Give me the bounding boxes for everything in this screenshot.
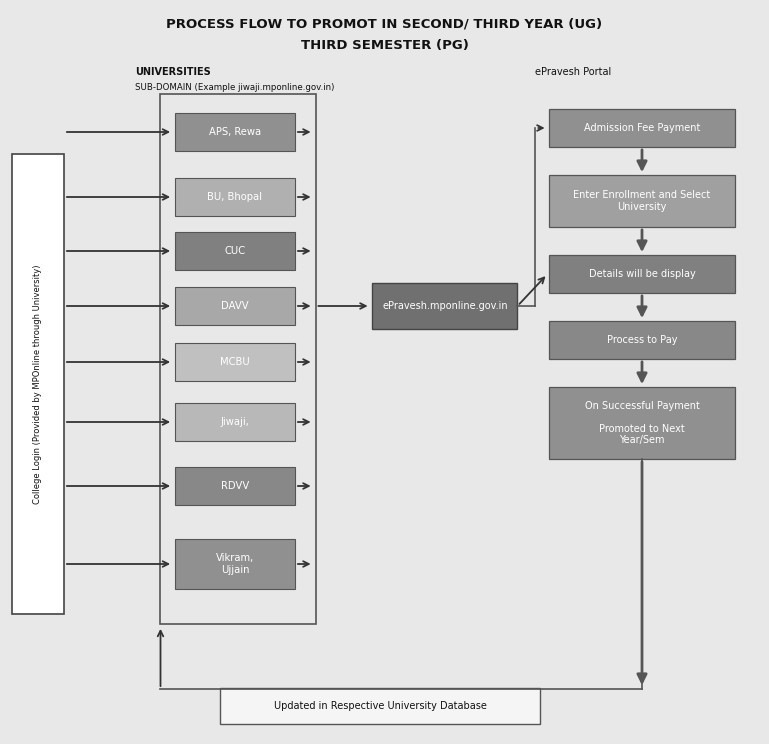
Text: CUC: CUC [225, 246, 245, 256]
FancyBboxPatch shape [175, 467, 295, 505]
Text: PROCESS FLOW TO PROMOT IN SECOND/ THIRD YEAR (UG): PROCESS FLOW TO PROMOT IN SECOND/ THIRD … [166, 18, 603, 31]
Text: Process to Pay: Process to Pay [607, 335, 677, 345]
FancyBboxPatch shape [220, 688, 540, 724]
Text: DAVV: DAVV [221, 301, 249, 311]
FancyBboxPatch shape [550, 321, 734, 359]
FancyBboxPatch shape [175, 343, 295, 381]
FancyBboxPatch shape [175, 403, 295, 441]
Text: BU, Bhopal: BU, Bhopal [208, 192, 262, 202]
Text: APS, Rewa: APS, Rewa [209, 127, 261, 137]
FancyBboxPatch shape [175, 232, 295, 270]
Text: UNIVERSITIES: UNIVERSITIES [135, 67, 211, 77]
Text: College Login (Provided by MPOnline through University): College Login (Provided by MPOnline thro… [34, 264, 42, 504]
FancyBboxPatch shape [372, 283, 518, 329]
FancyBboxPatch shape [12, 154, 64, 614]
FancyBboxPatch shape [175, 287, 295, 325]
Text: Updated in Respective University Database: Updated in Respective University Databas… [274, 701, 487, 711]
FancyBboxPatch shape [550, 387, 734, 459]
Text: Vikram,
Ujjain: Vikram, Ujjain [216, 554, 254, 575]
FancyBboxPatch shape [175, 539, 295, 589]
Text: ePravesh.mponline.gov.in: ePravesh.mponline.gov.in [382, 301, 508, 311]
Text: SUB-DOMAIN (Example jiwaji.mponline.gov.in): SUB-DOMAIN (Example jiwaji.mponline.gov.… [135, 83, 335, 92]
Text: MCBU: MCBU [220, 357, 250, 367]
FancyBboxPatch shape [175, 178, 295, 216]
FancyBboxPatch shape [550, 255, 734, 293]
FancyBboxPatch shape [175, 113, 295, 151]
Text: RDVV: RDVV [221, 481, 249, 491]
Text: THIRD SEMESTER (PG): THIRD SEMESTER (PG) [301, 39, 468, 53]
FancyBboxPatch shape [550, 175, 734, 227]
Text: Enter Enrollment and Select
University: Enter Enrollment and Select University [574, 190, 711, 212]
Text: Admission Fee Payment: Admission Fee Payment [584, 123, 701, 133]
Text: On Successful Payment

Promoted to Next
Year/Sem: On Successful Payment Promoted to Next Y… [584, 400, 700, 446]
Text: Jiwaji,: Jiwaji, [221, 417, 249, 427]
FancyBboxPatch shape [550, 109, 734, 147]
Text: ePravesh Portal: ePravesh Portal [535, 67, 611, 77]
Text: Details will be display: Details will be display [588, 269, 695, 279]
